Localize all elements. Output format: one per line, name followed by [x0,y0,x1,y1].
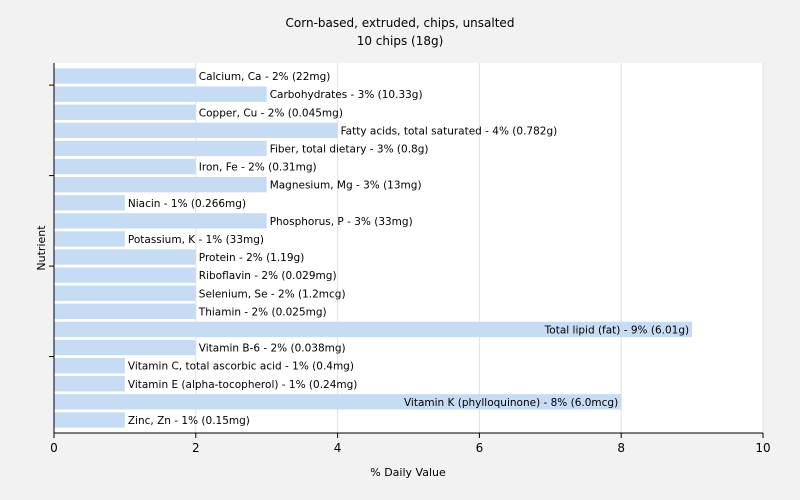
bar-label: Iron, Fe - 2% (0.31mg) [199,162,317,174]
axes: 0 2 4 6 8 10 [49,63,771,455]
bar-label: Carbohydrates - 3% (10.33g) [270,89,423,101]
bar [54,357,125,374]
bar [54,267,196,283]
bar-label: Fatty acids, total saturated - 4% (0.782… [341,125,558,137]
bar [54,249,196,265]
x-tick-label: 0 [50,441,58,455]
bar-label: Fiber, total dietary - 3% (0.8g) [270,143,429,155]
bar [54,104,196,120]
bar [54,303,196,320]
bar [54,68,196,84]
x-tick-label: 4 [334,441,342,455]
x-tick-label: 2 [192,441,200,455]
chart-title: Corn-based, extruded, chips, unsalted [286,16,515,30]
bar-label: Copper, Cu - 2% (0.045mg) [199,107,343,119]
bar-label: Zinc, Zn - 1% (0.15mg) [128,415,250,427]
bar [54,213,267,229]
bar [54,231,125,247]
bar-label: Vitamin K (phylloquinone) - 8% (6.0mcg) [404,397,618,409]
bar-label: Protein - 2% (1.19g) [199,252,305,264]
bar-label: Niacin - 1% (0.266mg) [128,198,246,210]
x-axis-label: % Daily Value [370,466,446,479]
bar [54,321,693,338]
bar-label: Phosphorus, P - 3% (33mg) [270,216,413,228]
bar [54,140,267,157]
bar-label: Thiamin - 2% (0.025mg) [198,306,327,318]
chart-subtitle: 10 chips (18g) [357,34,444,48]
bar [54,122,338,139]
bar [54,195,125,211]
bar-label: Magnesium, Mg - 3% (13mg) [270,180,422,192]
x-tick-label: 6 [476,441,484,455]
bar-label: Riboflavin - 2% (0.029mg) [199,270,337,282]
x-tick-label: 10 [755,441,770,455]
bar-label: Vitamin E (alpha-tocopherol) - 1% (0.24m… [128,379,358,391]
bar [54,412,125,428]
bar [54,158,196,175]
bar-label: Total lipid (fat) - 9% (6.01g) [544,324,689,336]
bar [54,376,125,392]
bar [54,285,196,301]
bar [54,86,267,102]
bar [54,339,196,356]
bar-label: Selenium, Se - 2% (1.2mcg) [199,288,346,300]
bar-label: Calcium, Ca - 2% (22mg) [199,71,331,83]
bar-label: Potassium, K - 1% (33mg) [128,234,264,246]
bars: Calcium, Ca - 2% (22mg) Carbohydrates - 3… [54,68,693,428]
bar-label: Vitamin B-6 - 2% (0.038mg) [199,343,346,355]
bar [54,394,622,410]
x-tick-label: 8 [617,441,625,455]
y-axis-label: Nutrient [35,225,48,271]
bar-label: Vitamin C, total ascorbic acid - 1% (0.4… [128,361,354,373]
bar [54,176,267,193]
